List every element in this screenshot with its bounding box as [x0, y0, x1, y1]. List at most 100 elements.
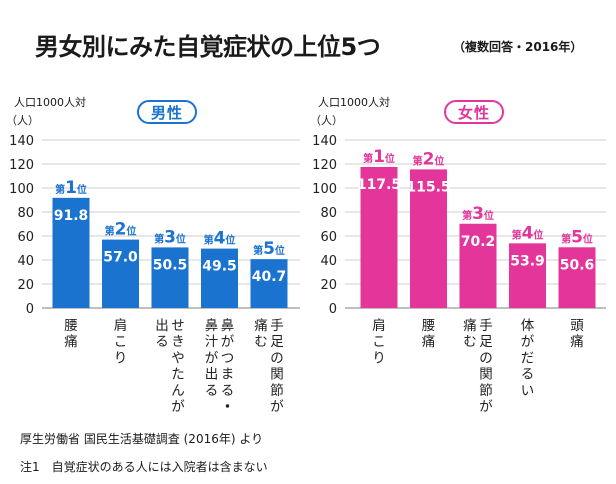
svg-text:む: む	[463, 334, 477, 350]
svg-text:つ: つ	[221, 350, 235, 366]
svg-text:足: 足	[270, 334, 284, 350]
yunit-female: （人）	[310, 114, 343, 127]
page-title: 男女別にみた自覚症状の上位5つ	[35, 33, 381, 61]
svg-text:足: 足	[479, 334, 493, 350]
svg-text:た: た	[171, 367, 185, 383]
rank-label-male-4: 第4位	[204, 229, 236, 249]
y-tick-male-20: 20	[17, 278, 34, 293]
svg-text:が: が	[270, 399, 284, 415]
bar-female-1	[360, 167, 398, 308]
bar-female-3	[459, 223, 497, 308]
svg-text:肩: 肩	[372, 318, 386, 334]
svg-text:こ: こ	[372, 334, 386, 350]
svg-text:る: る	[221, 383, 235, 399]
value-label-female-1: 117.5	[357, 177, 401, 193]
y-tick-female-140: 140	[312, 134, 337, 149]
bar-male-4	[201, 248, 238, 308]
y-tick-male-80: 80	[17, 206, 34, 221]
svg-text:節: 節	[270, 383, 284, 399]
svg-text:腰: 腰	[64, 318, 78, 334]
svg-text:出: 出	[205, 367, 219, 383]
y-tick-female-40: 40	[320, 254, 337, 269]
y-tick-male-100: 100	[9, 182, 34, 197]
category-label-female-5: 頭痛	[570, 318, 584, 350]
svg-text:が: が	[171, 399, 185, 415]
source-citation: 厚生労働省 国民生活基礎調査 (2016年) より	[20, 432, 264, 446]
svg-text:が: が	[479, 399, 493, 415]
ylabel-male: 人口1000人対	[14, 96, 86, 109]
svg-text:痛: 痛	[64, 333, 78, 350]
svg-text:頭: 頭	[570, 318, 584, 334]
title-note: （複数回答・2016年）	[453, 40, 583, 54]
svg-text:腰: 腰	[422, 318, 436, 334]
svg-text:の: の	[270, 350, 284, 366]
svg-text:痛: 痛	[422, 333, 436, 350]
value-label-male-2: 57.0	[103, 250, 138, 266]
svg-text:痛: 痛	[254, 317, 268, 334]
svg-text:り: り	[114, 350, 128, 366]
svg-text:肩: 肩	[114, 318, 128, 334]
svg-text:手: 手	[479, 318, 493, 334]
bar-female-2	[410, 169, 447, 308]
svg-text:・: ・	[221, 399, 235, 415]
svg-text:節: 節	[479, 383, 493, 399]
svg-text:い: い	[521, 383, 535, 399]
y-tick-male-40: 40	[17, 254, 34, 269]
y-tick-female-100: 100	[312, 182, 337, 197]
svg-text:鼻: 鼻	[221, 317, 235, 334]
svg-text:や: や	[171, 350, 185, 366]
svg-text:ま: ま	[221, 367, 235, 383]
y-tick-male-0: 0	[26, 302, 34, 317]
svg-text:り: り	[372, 350, 386, 366]
value-label-male-1: 91.8	[54, 208, 89, 224]
svg-text:が: が	[205, 350, 219, 366]
svg-text:関: 関	[270, 367, 284, 383]
svg-text:関: 関	[479, 367, 493, 383]
y-tick-male-60: 60	[17, 230, 34, 245]
value-label-female-3: 70.2	[461, 234, 496, 250]
rank-label-male-5: 第5位	[253, 239, 285, 259]
bar-male-3	[151, 247, 189, 308]
ylabel-female: 人口1000人対	[318, 96, 390, 109]
value-label-female-5: 50.6	[560, 257, 595, 273]
y-tick-female-80: 80	[320, 206, 337, 221]
value-label-male-5: 40.7	[252, 269, 287, 285]
category-label-male-2: 肩こり	[114, 318, 128, 366]
svg-text:る: る	[521, 367, 535, 383]
y-tick-male-140: 140	[9, 134, 34, 149]
rank-label-female-4: 第4位	[512, 223, 544, 243]
category-label-female-1: 肩こり	[372, 318, 386, 366]
y-tick-female-120: 120	[312, 158, 337, 173]
svg-text:る: る	[155, 334, 169, 350]
gender-badge-male: 男性	[137, 100, 197, 124]
rank-label-female-3: 第3位	[462, 204, 494, 224]
bar-female-5	[558, 247, 596, 308]
svg-text:汁: 汁	[205, 334, 219, 350]
bar-male-5	[250, 259, 288, 308]
category-label-male-1: 腰痛	[64, 318, 78, 350]
svg-text:こ: こ	[114, 334, 128, 350]
svg-text:鼻: 鼻	[205, 317, 219, 334]
svg-text:体: 体	[521, 318, 535, 334]
svg-text:き: き	[171, 334, 185, 350]
svg-text:せ: せ	[171, 318, 185, 334]
bar-female-4	[509, 243, 546, 308]
bar-male-2	[102, 239, 139, 308]
y-tick-male-120: 120	[9, 158, 34, 173]
rank-label-male-2: 第2位	[105, 220, 137, 240]
svg-text:む: む	[254, 334, 268, 350]
svg-text:出: 出	[155, 318, 169, 334]
y-tick-female-60: 60	[320, 230, 337, 245]
gender-badge-female: 女性	[444, 100, 504, 124]
rank-label-female-1: 第1位	[363, 147, 395, 167]
svg-text:が: が	[521, 334, 535, 350]
yunit-male: （人）	[6, 114, 39, 127]
y-tick-female-20: 20	[320, 278, 337, 293]
value-label-male-3: 50.5	[153, 257, 188, 273]
